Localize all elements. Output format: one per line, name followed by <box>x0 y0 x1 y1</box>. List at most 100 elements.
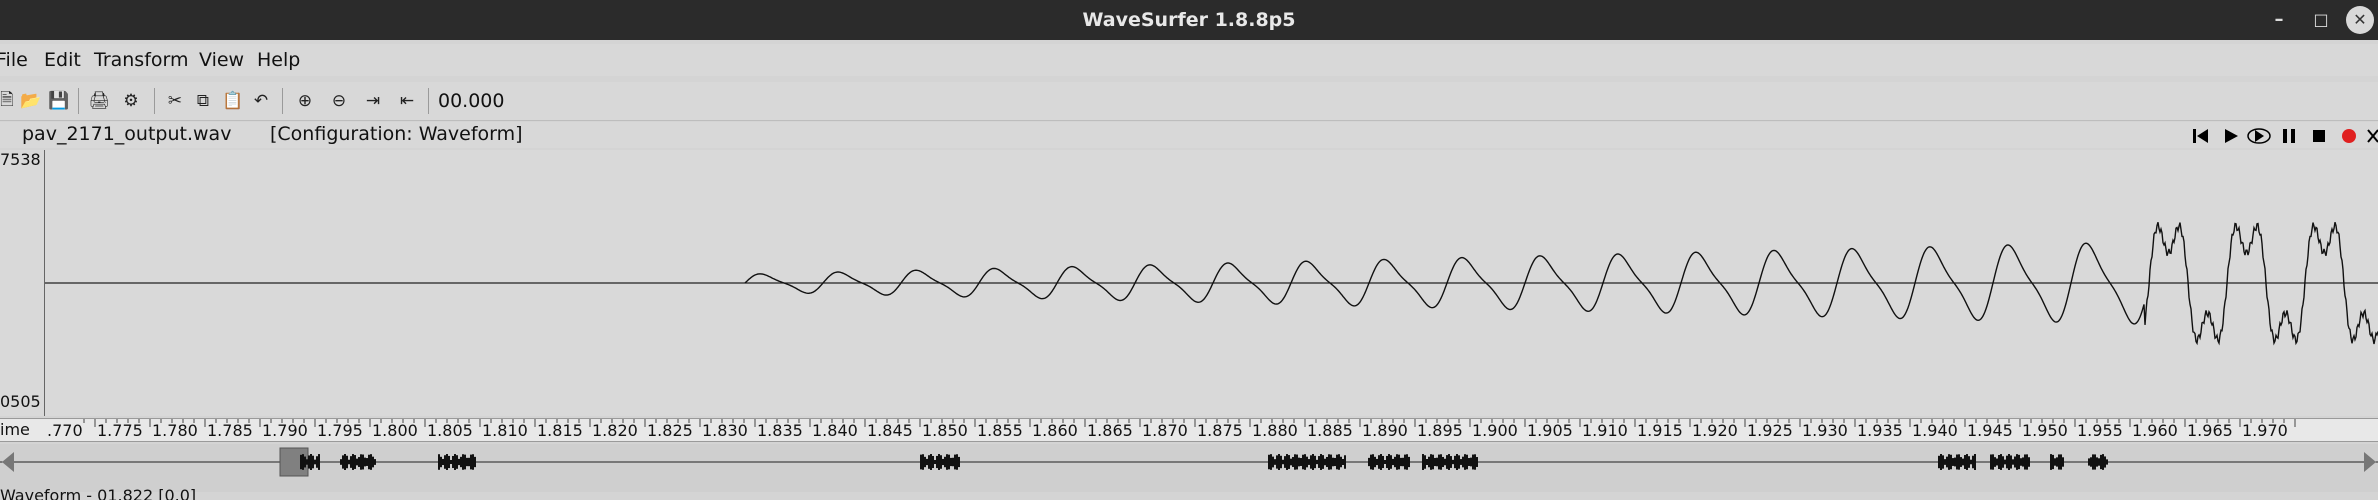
overview-burst <box>2106 459 2108 465</box>
overview-burst <box>2098 458 2100 466</box>
overview-burst <box>1426 458 1428 466</box>
zoom-in-icon[interactable]: ⊕ <box>297 91 313 111</box>
toolbar-separator <box>428 88 429 114</box>
overview-burst <box>2026 454 2028 470</box>
overview-burst <box>950 457 952 467</box>
overview-burst <box>1274 459 1276 465</box>
overview-burst <box>1272 456 1274 468</box>
copy-icon[interactable]: ⧉ <box>196 91 210 111</box>
overview-burst <box>2022 457 2024 467</box>
close-window-icon[interactable]: ✕ <box>2346 6 2374 34</box>
menu-view[interactable]: View <box>199 49 245 71</box>
paste-icon[interactable]: 📋 <box>222 91 244 111</box>
overview-burst <box>1454 455 1456 469</box>
menu-edit[interactable]: Edit <box>44 49 81 71</box>
overview-burst <box>1294 454 1296 470</box>
cut-icon[interactable]: ✂ <box>167 91 183 111</box>
new-icon[interactable]: 🗎 <box>0 89 14 110</box>
overview-burst <box>2102 454 2104 470</box>
record-icon[interactable] <box>2336 124 2362 148</box>
minimize-icon[interactable]: – <box>2274 9 2284 30</box>
time-tick-label: 1.930 <box>1802 421 1848 440</box>
overview-burst <box>366 458 368 466</box>
overview-burst <box>300 454 302 470</box>
overview-waveform[interactable] <box>0 444 2378 492</box>
menu-file[interactable]: File <box>0 49 28 71</box>
open-icon[interactable]: 📂 <box>20 91 42 111</box>
overview-burst <box>1326 456 1328 468</box>
save-icon[interactable]: 💾 <box>48 91 70 111</box>
menu-transform[interactable]: Transform <box>94 49 189 71</box>
zoom-all-icon[interactable]: ⇥ <box>365 91 381 111</box>
time-axis-ruler: .770 1.775 1.780 1.785 1.790 1.795 1.800 1.805 1… <box>47 419 2296 440</box>
overview-burst <box>2056 457 2058 467</box>
time-tick-label: 1.790 <box>262 421 308 440</box>
overview-pane[interactable] <box>0 444 2378 492</box>
overview-burst <box>1316 459 1318 465</box>
waveform-plot[interactable] <box>45 150 2378 416</box>
overview-burst <box>928 455 930 469</box>
time-tick-label: 1.940 <box>1912 421 1958 440</box>
overview-burst <box>1392 458 1394 466</box>
overview-burst <box>2100 454 2102 470</box>
overview-burst <box>2014 456 2016 468</box>
overview-burst <box>1284 456 1286 468</box>
time-tick-label: 1.945 <box>1967 421 2013 440</box>
overview-burst <box>1432 454 1434 470</box>
overview-burst <box>1290 458 1292 466</box>
overview-burst <box>440 456 442 468</box>
status-bar: Waveform - 01.822 [0.0] <box>0 488 2378 500</box>
scroll-left-icon[interactable] <box>2 452 14 472</box>
print-icon[interactable]: 🖨 <box>88 91 110 111</box>
overview-burst <box>468 457 470 467</box>
title-bar: WaveSurfer 1.8.8p5 – □ ✕ <box>0 0 2378 40</box>
time-tick-label: 1.955 <box>2077 421 2123 440</box>
overview-burst <box>1954 457 1956 467</box>
time-tick-label: 1.845 <box>867 421 913 440</box>
overview-burst <box>374 459 376 465</box>
overview-burst <box>1398 454 1400 470</box>
time-tick-label: 1.810 <box>482 421 528 440</box>
pause-icon[interactable] <box>2276 124 2302 148</box>
overview-burst <box>2004 459 2006 465</box>
overview-burst <box>1286 454 1288 470</box>
time-tick-label: 1.805 <box>427 421 473 440</box>
overview-burst <box>924 456 926 468</box>
zoom-out-icon[interactable]: ⊖ <box>331 91 347 111</box>
overview-burst <box>1966 454 1968 470</box>
time-tick-label: 1.885 <box>1307 421 1353 440</box>
maximize-icon[interactable]: □ <box>2313 10 2329 29</box>
overview-burst <box>1956 454 1958 470</box>
undo-icon[interactable]: ↶ <box>253 91 269 111</box>
time-tick-label: 1.890 <box>1362 421 1408 440</box>
overview-burst <box>310 454 312 470</box>
time-tick-label: 1.965 <box>2187 421 2233 440</box>
scroll-right-icon[interactable] <box>2364 452 2376 472</box>
overview-burst <box>2028 457 2030 467</box>
overview-burst <box>2058 454 2060 470</box>
play-icon[interactable] <box>2218 124 2244 148</box>
time-tick-label: 1.825 <box>647 421 693 440</box>
overview-burst <box>456 455 458 469</box>
overview-burst <box>452 455 454 469</box>
overview-burst <box>306 459 308 465</box>
overview-burst <box>1968 456 1970 468</box>
overview-burst <box>1460 459 1462 465</box>
overview-burst <box>450 459 452 465</box>
overview-burst <box>1400 457 1402 467</box>
overview-burst <box>1332 457 1334 467</box>
properties-icon[interactable]: ⚙ <box>123 91 139 111</box>
waveform-pane[interactable]: 7538 0505 <box>0 150 2378 416</box>
time-tick-label: 1.795 <box>317 421 363 440</box>
overview-burst <box>1462 456 1464 468</box>
overview-burst <box>1464 454 1466 470</box>
toolbar-separator <box>78 88 79 114</box>
stop-icon[interactable] <box>2306 124 2332 148</box>
zoom-selection-icon[interactable]: ⇤ <box>399 91 415 111</box>
overview-burst <box>1314 455 1316 469</box>
menu-help[interactable]: Help <box>257 49 301 71</box>
close-pane-icon[interactable] <box>2364 124 2378 148</box>
overview-burst <box>1424 455 1426 469</box>
skip-to-start-icon[interactable] <box>2188 124 2214 148</box>
play-loop-icon[interactable] <box>2246 124 2272 148</box>
